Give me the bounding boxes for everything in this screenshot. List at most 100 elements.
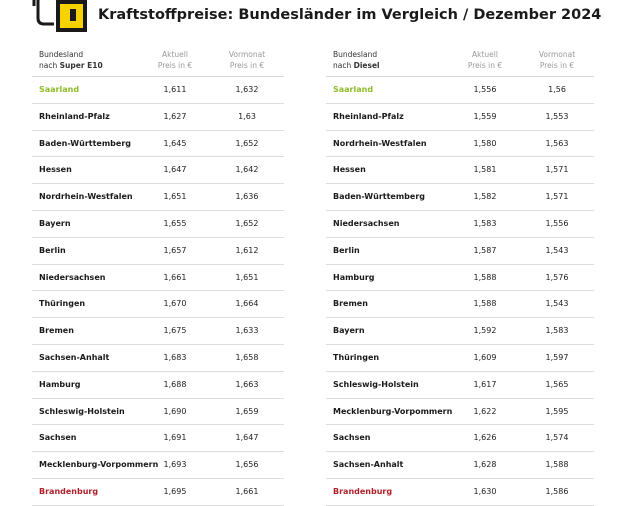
price-previous: 1,595 xyxy=(545,406,569,416)
price-current: 1,588 xyxy=(473,299,497,309)
table-row: Sachsen-Anhalt 1,628 1,588 xyxy=(326,452,594,479)
price-current: 1,655 xyxy=(163,218,187,228)
state-name: Schleswig-Holstein xyxy=(39,406,125,416)
state-name: Baden-Württemberg xyxy=(39,138,132,148)
state-name: Hessen xyxy=(39,165,72,175)
table-body: Saarland 1,556 1,56 Rheinland-Pfalz 1,559 1,5… xyxy=(326,77,594,506)
state-name: Rheinland-Pfalz xyxy=(333,111,404,121)
state-name: Sachsen-Anhalt xyxy=(333,460,404,470)
table-header: Bundesland nach Super E10 Aktuell Preis … xyxy=(32,46,284,77)
table-header: Bundesland nach Diesel Aktuell Preis in … xyxy=(326,46,594,77)
state-name: Saarland xyxy=(333,85,374,94)
price-previous: 1,565 xyxy=(545,379,569,389)
price-previous: 1,571 xyxy=(545,165,569,175)
price-previous: 1,574 xyxy=(545,433,569,443)
table-row: Brandenburg 1,695 1,661 xyxy=(32,479,284,506)
state-name: Niedersachsen xyxy=(39,272,106,282)
price-previous: 1,586 xyxy=(545,486,569,496)
state-name: Schleswig-Holstein xyxy=(333,379,419,389)
table-row: Bayern 1,655 1,652 xyxy=(32,211,284,238)
table-row: Thüringen 1,670 1,664 xyxy=(32,291,284,319)
price-current: 1,651 xyxy=(163,192,187,202)
price-previous: 1,632 xyxy=(235,85,259,94)
table-row: Thüringen 1,609 1,597 xyxy=(326,345,594,372)
price-previous: 1,56 xyxy=(548,85,566,94)
price-previous: 1,656 xyxy=(235,460,259,470)
table-row: Berlin 1,587 1,543 xyxy=(326,238,594,265)
header-aktuell: Aktuell xyxy=(472,50,498,59)
state-name: Sachsen-Anhalt xyxy=(39,352,110,362)
table-row: Saarland 1,556 1,56 xyxy=(326,77,594,104)
state-name: Bayern xyxy=(39,218,71,228)
table-row: Sachsen-Anhalt 1,683 1,658 xyxy=(32,345,284,372)
price-current: 1,683 xyxy=(163,352,187,362)
table-super-e10: Bundesland nach Super E10 Aktuell Preis … xyxy=(32,46,284,506)
state-name: Berlin xyxy=(333,245,360,255)
table-row: Baden-Württemberg 1,582 1,571 xyxy=(326,184,594,211)
price-previous: 1,553 xyxy=(545,111,569,121)
table-row: Bremen 1,675 1,633 xyxy=(32,318,284,345)
state-name: Sachsen xyxy=(39,433,77,443)
price-previous: 1,642 xyxy=(235,165,259,175)
price-previous: 1,563 xyxy=(545,138,569,148)
price-current: 1,630 xyxy=(473,486,497,496)
price-current: 1,580 xyxy=(473,138,497,148)
table-row: Nordrhein-Westfalen 1,580 1,563 xyxy=(326,131,594,158)
state-name: Berlin xyxy=(39,245,66,255)
fuel-pump-icon xyxy=(32,0,92,32)
header-unit: Preis in € xyxy=(467,61,503,70)
state-name: Mecklenburg-Vorpommern xyxy=(39,460,159,470)
price-previous: 1,659 xyxy=(235,406,259,416)
state-name: Nordrhein-Westfalen xyxy=(333,138,427,148)
state-name: Bayern xyxy=(333,326,365,336)
price-current: 1,581 xyxy=(473,165,497,175)
price-current: 1,609 xyxy=(473,352,497,362)
price-current: 1,626 xyxy=(473,433,497,443)
header-bundesland: Bundesland xyxy=(333,50,378,59)
header-fuel: Super E10 xyxy=(59,61,103,70)
header-fuel: Diesel xyxy=(353,61,380,70)
price-current: 1,690 xyxy=(163,406,187,416)
price-current: 1,661 xyxy=(163,272,187,282)
table-row: Mecklenburg-Vorpommern 1,693 1,656 xyxy=(32,452,284,479)
price-previous: 1,588 xyxy=(545,460,569,470)
price-current: 1,588 xyxy=(473,272,497,282)
price-previous: 1,661 xyxy=(235,486,259,496)
price-current: 1,645 xyxy=(163,138,187,148)
header-unit: Preis in € xyxy=(157,61,193,70)
page-title: Kraftstoffpreise: Bundesländer im Vergle… xyxy=(98,7,602,23)
price-previous: 1,556 xyxy=(545,218,569,228)
price-previous: 1,612 xyxy=(235,245,259,255)
table-row: Saarland 1,611 1,632 xyxy=(32,77,284,104)
header-vormonat: Vormonat xyxy=(538,50,576,59)
table-row: Niedersachsen 1,583 1,556 xyxy=(326,211,594,238)
header-vormonat: Vormonat xyxy=(228,50,266,59)
state-name: Sachsen xyxy=(333,433,371,443)
state-name: Nordrhein-Westfalen xyxy=(39,192,133,202)
state-name: Hamburg xyxy=(333,272,375,282)
price-previous: 1,636 xyxy=(235,192,259,202)
price-current: 1,617 xyxy=(473,379,497,389)
table-row: Bremen 1,588 1,543 xyxy=(326,291,594,319)
table-row: Brandenburg 1,630 1,586 xyxy=(326,479,594,506)
header-unit: Preis in € xyxy=(229,61,265,70)
price-previous: 1,543 xyxy=(545,245,569,255)
price-current: 1,559 xyxy=(473,111,497,121)
price-current: 1,688 xyxy=(163,379,187,389)
table-row: Bayern 1,592 1,583 xyxy=(326,318,594,345)
price-current: 1,556 xyxy=(473,85,497,94)
price-current: 1,695 xyxy=(163,486,187,496)
price-previous: 1,647 xyxy=(235,433,259,443)
price-current: 1,611 xyxy=(163,85,187,94)
price-current: 1,587 xyxy=(473,245,497,255)
price-previous: 1,576 xyxy=(545,272,569,282)
price-current: 1,592 xyxy=(473,326,497,336)
price-previous: 1,583 xyxy=(545,326,569,336)
table-row: Sachsen 1,691 1,647 xyxy=(32,425,284,453)
state-name: Saarland xyxy=(39,85,80,94)
table-row: Mecklenburg-Vorpommern 1,622 1,595 xyxy=(326,399,594,426)
price-current: 1,675 xyxy=(163,326,187,336)
state-name: Rheinland-Pfalz xyxy=(39,111,110,121)
table-row: Hessen 1,647 1,642 xyxy=(32,157,284,185)
state-name: Mecklenburg-Vorpommern xyxy=(333,406,453,416)
